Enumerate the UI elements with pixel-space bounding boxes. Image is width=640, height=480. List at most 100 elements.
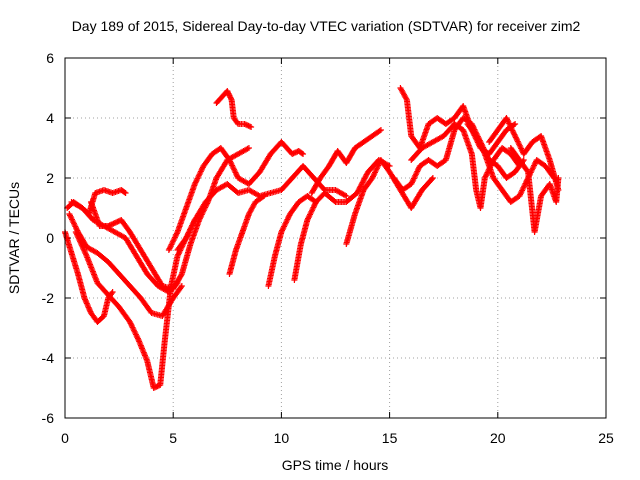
data-point xyxy=(409,178,416,185)
data-point xyxy=(300,151,307,157)
data-point xyxy=(308,208,315,215)
data-point xyxy=(81,249,88,255)
x-tick-label: 15 xyxy=(382,430,398,446)
data-point xyxy=(477,142,484,149)
x-axis-label: GPS time / hours xyxy=(282,457,389,473)
data-point xyxy=(188,223,195,230)
data-point xyxy=(505,119,512,126)
data-point xyxy=(479,146,486,153)
data-point xyxy=(516,193,523,199)
data-point xyxy=(343,193,350,199)
data-point xyxy=(377,127,384,133)
data-point xyxy=(168,241,175,248)
x-tick-label: 5 xyxy=(169,430,177,446)
data-point xyxy=(478,144,485,151)
data-point xyxy=(233,170,240,177)
data-point xyxy=(311,203,318,210)
data-point xyxy=(473,133,480,139)
data-point xyxy=(189,221,196,228)
data-point xyxy=(415,165,422,172)
data-point xyxy=(503,115,510,121)
data-point xyxy=(508,126,515,133)
series-track-7 xyxy=(165,139,307,253)
data-point xyxy=(193,176,200,183)
data-point xyxy=(429,175,436,181)
data-point xyxy=(530,163,537,170)
data-point xyxy=(227,159,234,166)
data-point xyxy=(354,190,361,196)
data-point xyxy=(284,216,291,223)
data-point xyxy=(283,219,290,226)
data-point xyxy=(504,116,511,123)
data-point xyxy=(174,253,181,259)
data-point xyxy=(506,121,513,128)
data-point xyxy=(281,223,288,230)
data-point xyxy=(78,241,85,247)
data-point xyxy=(73,230,80,237)
data-point xyxy=(175,251,182,258)
data-point xyxy=(74,231,81,238)
data-point xyxy=(307,210,314,217)
data-point xyxy=(285,215,292,222)
data-point xyxy=(280,224,287,231)
data-point xyxy=(360,176,367,183)
data-point xyxy=(531,161,538,168)
data-point xyxy=(369,173,376,180)
data-point xyxy=(354,188,361,195)
data-point xyxy=(245,145,252,151)
data-point xyxy=(356,184,363,191)
data-point xyxy=(228,95,235,102)
data-point xyxy=(199,165,206,172)
data-point xyxy=(192,179,199,186)
data-point xyxy=(410,175,417,182)
data-point xyxy=(189,222,196,229)
data-point xyxy=(81,247,88,254)
data-point xyxy=(197,169,204,176)
x-tick-label: 20 xyxy=(490,430,506,446)
data-point xyxy=(279,226,286,233)
data-point xyxy=(371,170,378,177)
data-point xyxy=(358,182,365,189)
y-tick-label: 6 xyxy=(46,50,54,66)
data-point xyxy=(307,211,314,218)
data-point xyxy=(298,150,305,157)
series-track-9 xyxy=(213,88,255,130)
data-point xyxy=(190,219,197,226)
data-point xyxy=(371,169,378,176)
series-track-20 xyxy=(507,145,562,235)
data-point xyxy=(128,321,135,328)
data-point xyxy=(414,168,421,175)
data-point xyxy=(133,332,140,339)
data-point xyxy=(482,173,489,180)
data-point xyxy=(305,215,312,222)
data-point xyxy=(170,237,177,244)
data-point xyxy=(169,238,176,245)
data-point xyxy=(413,169,420,176)
data-point xyxy=(75,235,82,242)
data-point xyxy=(374,163,381,170)
data-point xyxy=(132,330,139,337)
data-point xyxy=(177,284,184,291)
data-point xyxy=(508,124,515,131)
data-point xyxy=(134,335,141,342)
data-point xyxy=(166,245,173,252)
data-point xyxy=(373,165,380,172)
data-point xyxy=(516,141,523,148)
data-point xyxy=(370,172,377,179)
data-point xyxy=(519,186,526,193)
data-point xyxy=(198,167,205,174)
data-point xyxy=(231,168,238,175)
data-point xyxy=(512,134,519,141)
data-point xyxy=(165,247,172,253)
data-point xyxy=(171,234,178,241)
data-point xyxy=(233,172,240,179)
series-track-14 xyxy=(343,157,436,247)
data-point xyxy=(412,172,419,179)
data-point xyxy=(77,239,84,246)
data-point xyxy=(171,235,178,242)
data-point xyxy=(195,174,202,181)
data-point xyxy=(509,127,516,134)
data-point xyxy=(167,244,174,251)
data-point xyxy=(359,179,366,186)
data-point xyxy=(411,174,418,181)
